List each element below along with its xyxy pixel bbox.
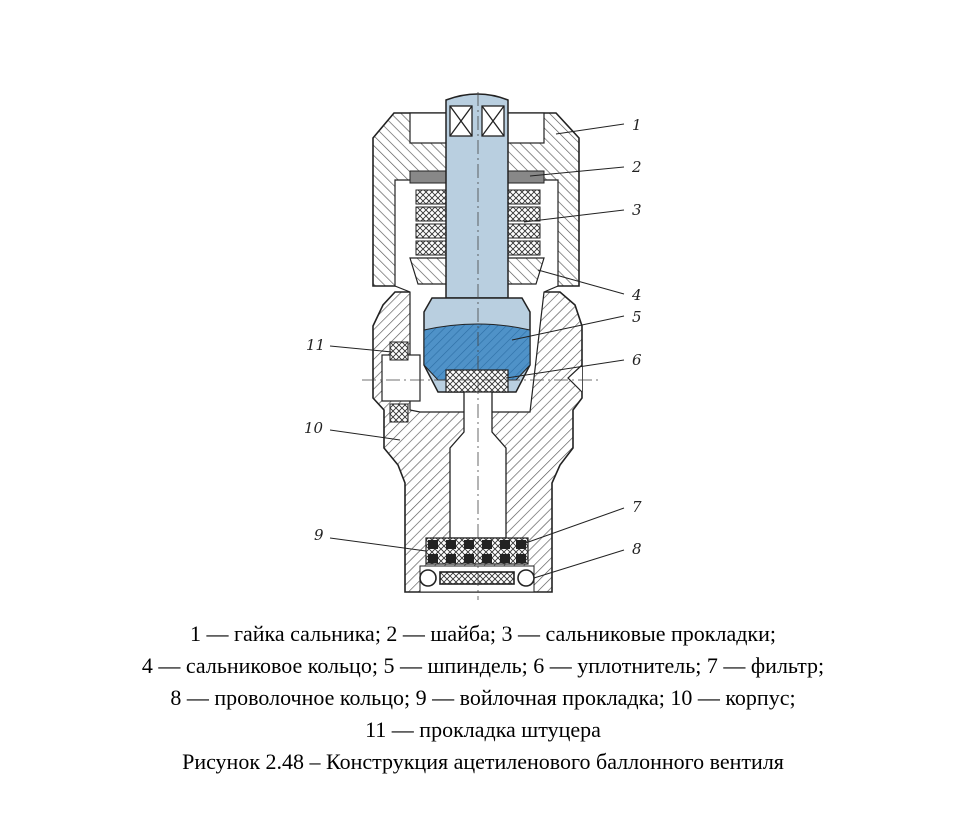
callout-2: 2 (631, 158, 642, 176)
side-notch (567, 364, 583, 393)
legend-line-3: 8 — проволочное кольцо; 9 — войлочная пр… (170, 685, 796, 710)
valve-cross-section-diagram: 1 2 3 4 5 6 7 8 9 10 11 (304, 92, 642, 600)
callout-6: 6 (632, 351, 642, 369)
callout-1: 1 (632, 116, 642, 134)
callout-3: 3 (632, 201, 642, 219)
felt-pad (425, 537, 529, 565)
gland-packings (415, 189, 541, 256)
wire-ring (419, 569, 535, 587)
callout-11: 11 (306, 336, 325, 354)
figure-caption-block: 1 — гайка сальника; 2 — шайба; 3 — сальн… (0, 618, 966, 778)
leader-lines (329, 123, 625, 579)
legend-line-2: 4 — сальниковое кольцо; 5 — шпиндель; 6 … (141, 653, 825, 678)
callout-8: 8 (632, 540, 642, 558)
legend-line-4: 11 — прокладка штуцера (365, 717, 601, 742)
seal-insert (445, 369, 509, 393)
spindle-square-end (449, 105, 505, 137)
outlet-gasket-top (389, 341, 409, 361)
figure-caption: Рисунок 2.48 – Конструкция ацетиленового… (182, 749, 784, 774)
callout-5: 5 (632, 308, 642, 326)
callout-7: 7 (632, 498, 642, 516)
callout-10: 10 (304, 419, 324, 437)
outlet-gasket-bottom (389, 403, 409, 423)
side-outlet-bore (381, 354, 421, 402)
spindle-stem (445, 93, 509, 299)
legend-line-1: 1 — гайка сальника; 2 — шайба; 3 — сальн… (189, 621, 777, 646)
callout-9: 9 (314, 526, 324, 544)
callout-4: 4 (631, 286, 642, 304)
